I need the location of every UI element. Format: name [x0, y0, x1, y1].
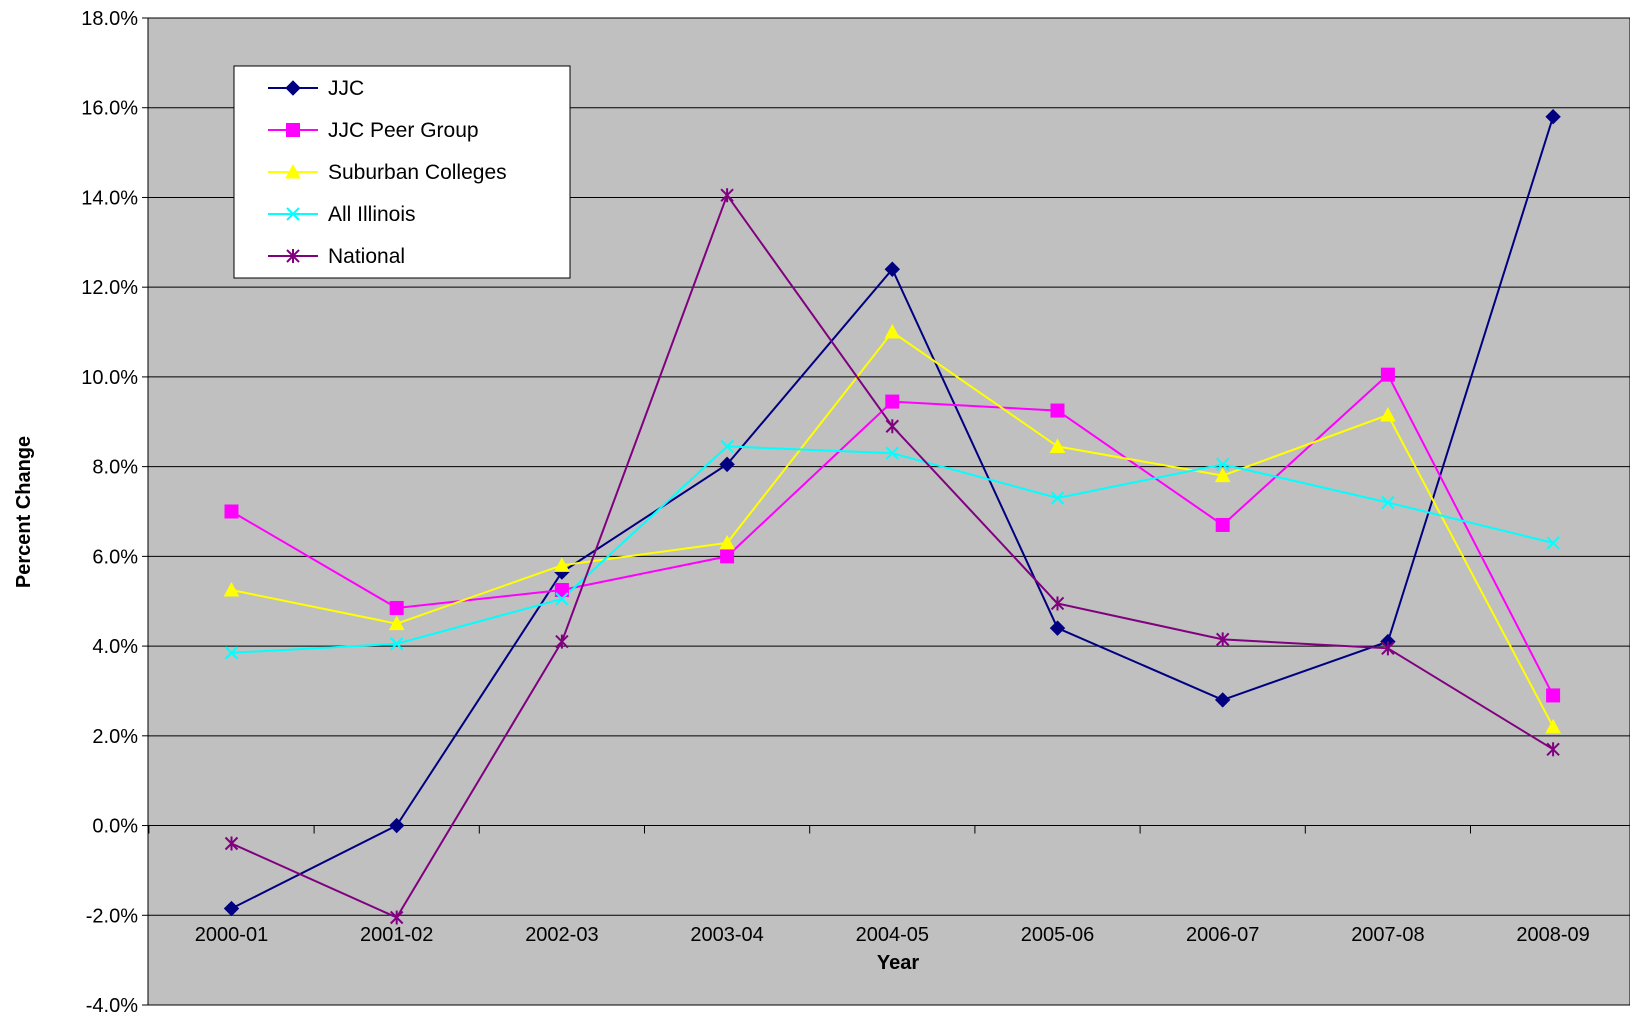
- legend-marker-jjc: [285, 80, 301, 96]
- data-point-national: [1546, 742, 1560, 757]
- data-point-all-illinois: [1215, 457, 1230, 472]
- y-axis-title: Percent Change: [13, 436, 35, 588]
- x-tick-label: 2006-07: [1186, 924, 1259, 946]
- data-point-national: [389, 910, 404, 925]
- data-point-all-illinois: [1050, 491, 1065, 505]
- data-point-suburban-colleges: [1049, 438, 1066, 453]
- axes: -4.0% -2.0% 0.0% 2.0% 4.0% 6.0% 8.0% 10.0% 12.0%…: [81, 8, 1590, 1017]
- y-tick-label: 2.0%: [92, 726, 138, 748]
- data-point-suburban-colleges: [223, 581, 240, 597]
- data-point-jjc-peer-group: [1050, 403, 1065, 418]
- data-point-all-illinois: [389, 637, 404, 651]
- legend-label-jjc: JJC: [328, 77, 364, 100]
- legend-label-national: National: [328, 245, 405, 268]
- marker-stroke: [555, 592, 569, 606]
- x-axis-title: Year: [877, 952, 919, 974]
- data-point-jjc: [719, 456, 735, 473]
- data-point-jjc: [884, 261, 901, 277]
- marker-stroke: [1215, 457, 1230, 472]
- y-tick-label: 14.0%: [81, 187, 138, 209]
- x-tick-label: 2002-03: [525, 924, 598, 946]
- data-point-jjc: [1214, 692, 1231, 708]
- legend-marker-jjc-peer-group: [286, 123, 300, 137]
- data-point-all-illinois: [224, 646, 239, 660]
- data-point-national: [555, 634, 569, 649]
- data-point-all-illinois: [555, 592, 569, 606]
- legend-marker-national: [286, 249, 300, 263]
- data-point-national: [224, 836, 239, 851]
- x-tick-label: 2000-01: [195, 924, 268, 946]
- data-point-jjc: [1545, 108, 1561, 125]
- x-tick-label: 2004-05: [856, 924, 929, 946]
- data-point-all-illinois: [1546, 536, 1560, 550]
- data-point-suburban-colleges: [388, 615, 405, 631]
- marker-stroke: [224, 646, 239, 660]
- data-point-suburban-colleges: [884, 323, 901, 339]
- series-markers: [223, 108, 1561, 925]
- y-tick-label: -4.0%: [86, 995, 138, 1012]
- legend: JJC JJC Peer Group Suburban Colleges All Il…: [233, 65, 571, 279]
- data-point-jjc-peer-group: [554, 583, 569, 598]
- data-point-national: [1215, 632, 1230, 647]
- data-point-suburban-colleges: [1214, 467, 1231, 483]
- x-tick-label: 2008-09: [1516, 924, 1589, 946]
- y-tick-label: 0.0%: [92, 816, 138, 838]
- data-point-jjc: [388, 817, 405, 834]
- y-tick-label: 4.0%: [92, 636, 138, 658]
- y-tick-label: -2.0%: [86, 905, 138, 927]
- marker-stroke: [389, 637, 404, 651]
- data-point-suburban-colleges: [719, 534, 735, 550]
- data-point-jjc-peer-group: [1380, 367, 1395, 382]
- data-point-all-illinois: [720, 439, 734, 454]
- data-point-national: [720, 188, 734, 203]
- data-point-all-illinois: [1381, 495, 1395, 510]
- data-point-jjc-peer-group: [224, 504, 239, 519]
- x-tick-label: 2001-02: [360, 924, 433, 946]
- marker-stroke: [1546, 536, 1560, 550]
- legend-label-all-illinois: All Illinois: [328, 203, 416, 226]
- legend-marker-all-illinois: [286, 207, 300, 221]
- marker-stroke: [286, 207, 300, 221]
- marker-stroke: [720, 439, 734, 454]
- legend-label-jjc-peer-group: JJC Peer Group: [328, 119, 479, 142]
- y-tick-label: 12.0%: [81, 277, 138, 299]
- marker-stroke: [1381, 495, 1395, 510]
- data-point-suburban-colleges: [1380, 406, 1396, 422]
- marker-stroke: [885, 446, 900, 460]
- x-tick-label: 2007-08: [1351, 924, 1424, 946]
- data-point-jjc-peer-group: [1546, 688, 1561, 703]
- y-tick-label: 16.0%: [81, 98, 138, 120]
- x-tick-label: 2005-06: [1021, 924, 1094, 946]
- data-point-suburban-colleges: [1545, 718, 1561, 734]
- data-point-jjc-peer-group: [720, 549, 735, 564]
- data-point-national: [1050, 596, 1065, 611]
- data-point-national: [1381, 641, 1395, 656]
- data-point-jjc: [223, 900, 240, 917]
- y-tick-label: 6.0%: [92, 546, 138, 568]
- data-point-jjc: [1049, 620, 1066, 636]
- y-tick-label: 8.0%: [92, 457, 138, 479]
- y-tick-label: 18.0%: [81, 8, 138, 30]
- data-point-suburban-colleges: [554, 557, 570, 572]
- x-tick-label: 2003-04: [690, 924, 763, 946]
- legend-label-suburban-colleges: Suburban Colleges: [328, 161, 507, 184]
- data-point-jjc-peer-group: [389, 600, 404, 615]
- data-point-jjc-peer-group: [885, 394, 900, 409]
- legend-marker-suburban-colleges: [285, 163, 301, 179]
- data-point-all-illinois: [885, 446, 900, 460]
- data-point-jjc-peer-group: [1215, 517, 1230, 532]
- data-point-national: [885, 419, 900, 434]
- y-tick-label: 10.0%: [81, 367, 138, 389]
- marker-stroke: [1050, 491, 1065, 505]
